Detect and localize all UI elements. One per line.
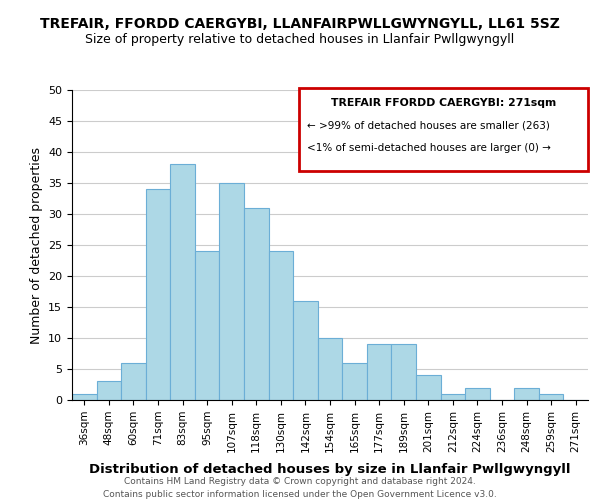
Bar [318,338,342,400]
Text: TREFAIR, FFORDD CAERGYBI, LLANFAIRPWLLGWYNGYLL, LL61 5SZ: TREFAIR, FFORDD CAERGYBI, LLANFAIRPWLLGW… [40,18,560,32]
FancyBboxPatch shape [299,88,588,170]
Bar [195,251,220,400]
X-axis label: Distribution of detached houses by size in Llanfair Pwllgwyngyll: Distribution of detached houses by size … [89,463,571,476]
Bar [514,388,539,400]
Y-axis label: Number of detached properties: Number of detached properties [29,146,43,344]
Text: ← >99% of detached houses are smaller (263): ← >99% of detached houses are smaller (2… [307,121,550,131]
Bar [269,251,293,400]
Bar [293,301,318,400]
Text: Contains HM Land Registry data © Crown copyright and database right 2024.: Contains HM Land Registry data © Crown c… [124,478,476,486]
Text: Contains public sector information licensed under the Open Government Licence v3: Contains public sector information licen… [103,490,497,499]
Text: TREFAIR FFORDD CAERGYBI: 271sqm: TREFAIR FFORDD CAERGYBI: 271sqm [331,98,556,108]
Bar [97,382,121,400]
Bar [539,394,563,400]
Text: <1% of semi-detached houses are larger (0) →: <1% of semi-detached houses are larger (… [307,142,551,152]
Bar [170,164,195,400]
Bar [367,344,391,400]
Bar [465,388,490,400]
Bar [440,394,465,400]
Bar [342,363,367,400]
Text: Size of property relative to detached houses in Llanfair Pwllgwyngyll: Size of property relative to detached ho… [85,32,515,46]
Bar [391,344,416,400]
Bar [220,183,244,400]
Bar [244,208,269,400]
Bar [72,394,97,400]
Bar [121,363,146,400]
Bar [416,375,440,400]
Bar [146,189,170,400]
